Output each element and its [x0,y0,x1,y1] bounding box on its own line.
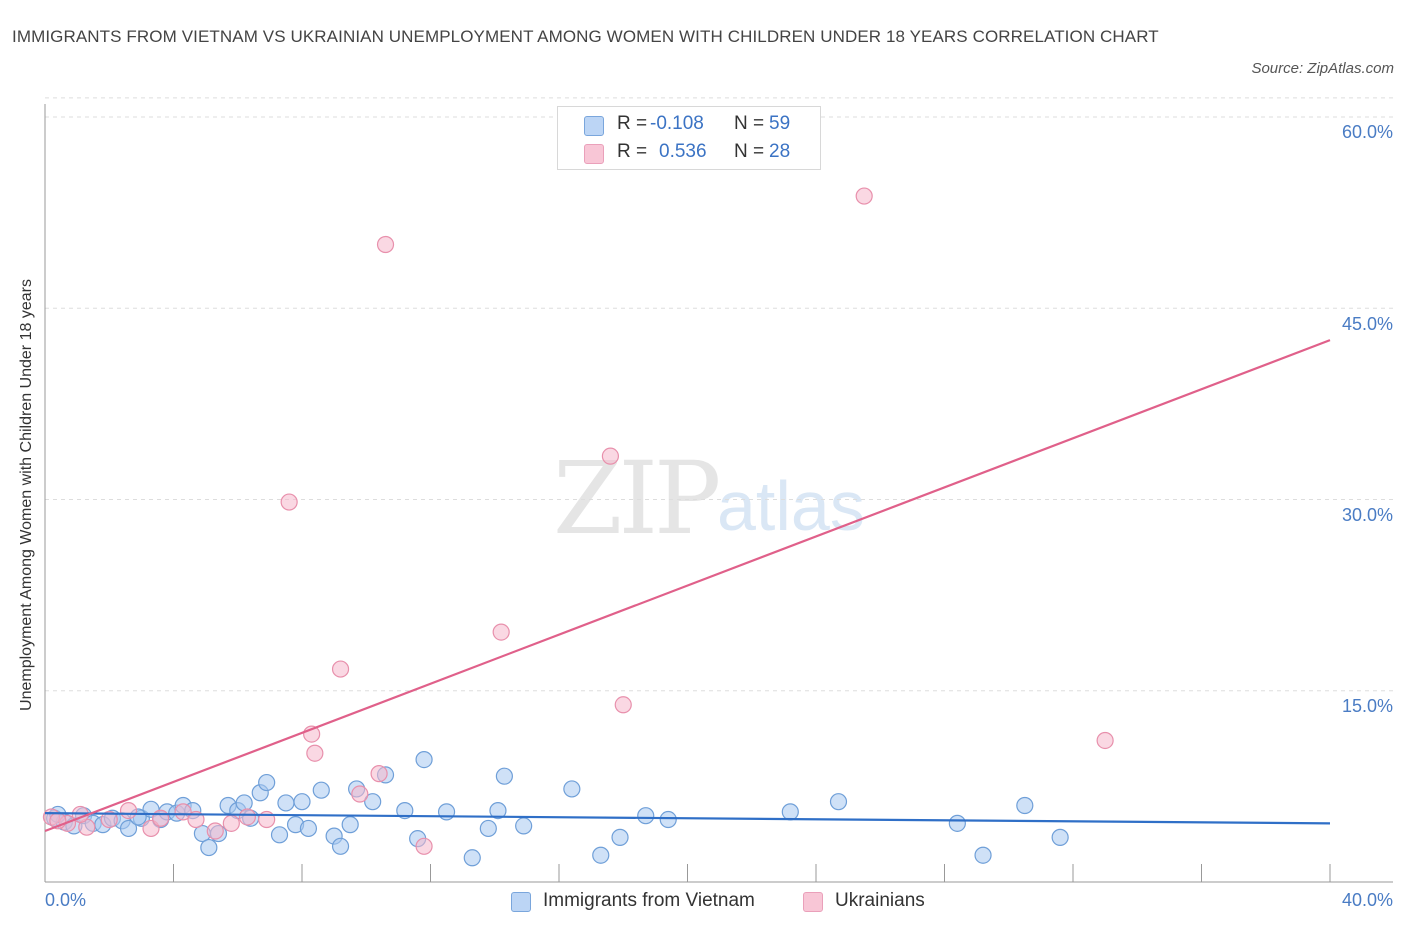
correlation-legend: R = -0.108 N = 59 R = 0.536 N = 28 [557,106,821,170]
ukrainian-trend-line [44,339,1331,833]
vietnam-point [119,819,138,838]
ukrainian-point [280,493,298,511]
vietnam-point [1016,796,1034,815]
y-tick-label: 60.0% [1341,122,1393,142]
vietnam-point [415,750,433,769]
n-label: N = [734,141,765,162]
r-label: R = [617,113,648,134]
vietnam-point [1051,828,1069,846]
ukrainian-point [119,801,138,820]
vietnam-point [341,816,359,834]
vietnam-point [489,801,507,820]
ukrainian-point [174,803,192,821]
vietnam-point [781,803,799,821]
x-tick-label: 40.0% [1341,890,1393,910]
ukrainian-point [238,808,256,826]
ukrainian-point [601,447,620,465]
vietnam-point [495,767,513,785]
watermark-atlas: atlas [717,467,865,545]
ukrainian-point [100,810,118,829]
vietnam-point [515,817,533,835]
r-label: R = [617,141,648,162]
legend-label: Ukrainians [835,890,925,911]
vietnam-point [270,826,289,844]
ukrainian-point [306,744,324,762]
chart-title: IMMIGRANTS FROM VIETNAM VS UKRAINIAN UNE… [12,27,1159,46]
r-value: -0.108 [650,113,704,134]
ukrainian-point [152,809,170,827]
vietnam-point [299,819,318,838]
n-value: 59 [769,113,791,134]
blue-swatch [511,892,531,912]
vietnam-point [611,828,629,846]
ukrainian-point [614,696,632,714]
vietnam-point [659,810,677,829]
vietnam-point [592,846,610,864]
pink-swatch [803,892,823,912]
vietnam-point [293,793,311,811]
vietnam-point [200,838,218,857]
legend-label: Immigrants from Vietnam [543,890,755,911]
y-tick-label: 30.0% [1341,505,1393,525]
blue-swatch [584,116,604,136]
x-tick-label: 0.0% [45,890,87,910]
ukrainian-point [187,810,205,829]
vietnam-point [463,849,481,867]
vietnam-point [258,773,276,792]
vietnam-point [948,814,966,832]
ukrainian-point [492,623,510,641]
watermark-zip: ZIP [553,440,721,557]
source-label: Source: ZipAtlas.com [1251,60,1394,77]
vietnam-point [479,819,497,838]
ukrainian-point [351,785,369,803]
ukrainian-point [370,765,388,783]
vietnam-point [829,793,848,811]
vietnam-point [364,793,382,811]
y-tick-label: 15.0% [1341,696,1393,716]
ukrainian-point [222,814,240,832]
vietnam-point [563,780,581,798]
ukrainian-point [331,660,350,678]
pink-swatch [584,144,604,164]
n-value: 28 [769,141,791,162]
ukrainian-point [855,187,873,205]
vietnam-point [637,807,655,825]
ukrainian-point [376,235,395,254]
vietnam-point [331,837,350,855]
ukrainian-point [1096,731,1114,750]
ukrainian-point [415,837,433,855]
vietnam-trend-line [44,812,1331,825]
y-tick-label: 45.0% [1341,314,1393,334]
vietnam-point [277,794,295,812]
vietnam-point [396,801,414,820]
r-value: 0.536 [659,141,707,162]
y-axis-label: Unemployment Among Women with Children U… [18,279,35,711]
vietnam-point [235,794,253,812]
n-label: N = [734,113,765,134]
vietnam-point [312,781,330,799]
ukrainian-point [206,822,224,840]
vietnam-point [974,846,992,864]
